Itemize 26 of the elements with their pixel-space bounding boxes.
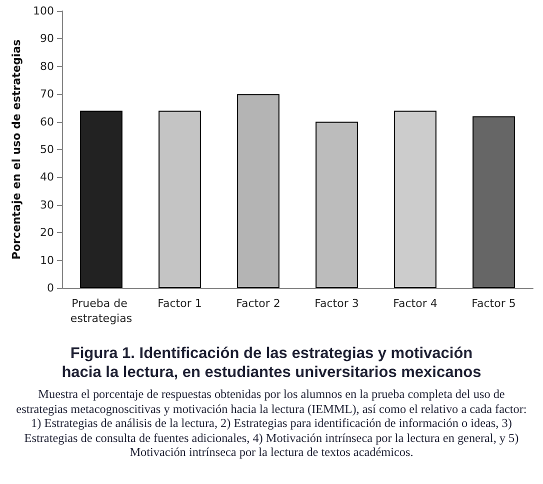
x-tick-label: Factor 3 [314,297,359,310]
x-tick-label: Factor 4 [393,297,438,310]
text: Muestra el porcentaje de respuestas obtenidas por los alumnos en la prueba completa del uso de estrategias metacognoscitivas y motivación hacia la lectura (IEMML), así como el relativo a cada factor: 1) Estrategias de análisis de la lectura, 2) Estrategias para identificación de información o ideas, 3) Estrategias de consulta de fuentes adicionales, 4) Motivación intrínseca por la lectura en general, y 5) Motivación intrínseca por la lectura de textos académicos. [15,387,528,460]
bar [394,110,436,288]
y-tick-label: 30 [40,198,54,212]
y-tick-label: 20 [40,226,54,240]
x-tick-label: Factor 2 [236,297,280,310]
bar [80,110,122,288]
text: Figura 1. Identificación de las estrategias y motivación hacia la lectura, en estudiantes universitarios mexicanos [60,344,482,382]
bar [316,122,358,288]
y-tick-label: 90 [40,32,54,46]
y-tick-label: 100 [33,4,54,18]
bar [158,110,201,288]
y-tick-label: 70 [40,88,54,101]
y-tick-label: 0 [47,282,54,294]
bar [237,94,280,288]
x-tick-label: Factor 1 [158,297,202,310]
y-tick-label: 50 [40,143,54,156]
y-tick-label: 60 [40,115,54,128]
bar [472,116,515,288]
y-tick-label: 80 [40,60,54,73]
y-tick-label: 40 [40,170,54,184]
x-tick-label: Prueba de estrategias [70,297,132,325]
y-axis-title: Porcentaje en el uso de estrategias [10,38,24,260]
x-tick-label: Factor 5 [472,297,516,310]
y-tick-label: 10 [40,254,54,267]
